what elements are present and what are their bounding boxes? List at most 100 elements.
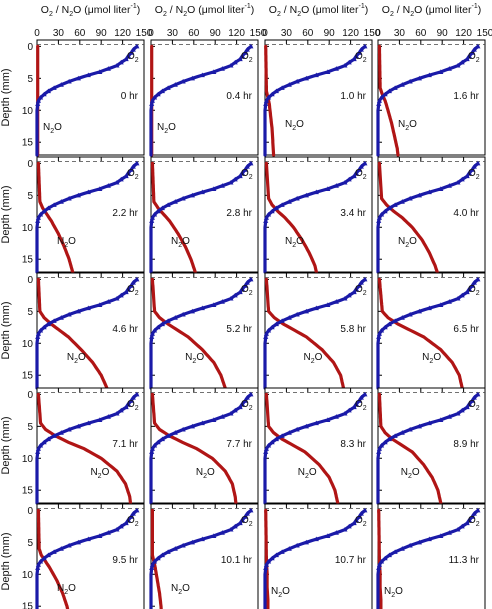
o2-marker	[294, 426, 300, 432]
o2-series-label: O2	[127, 168, 139, 181]
o2-marker	[294, 311, 300, 317]
o2-marker	[263, 446, 270, 451]
o2-marker	[85, 420, 91, 426]
y-axis-labels: Depth (mm) Depth (mm) Depth (mm) Depth (mm)…	[0, 68, 12, 590]
o2-marker	[35, 565, 41, 570]
o2-marker	[35, 446, 42, 451]
o2-marker	[263, 101, 269, 106]
o2-series-label: O2	[241, 284, 253, 297]
o2-marker	[455, 526, 461, 532]
n2o-series-label: N2O	[398, 119, 417, 132]
o2-marker	[356, 167, 362, 172]
o2-marker	[407, 195, 413, 201]
x-tick-label: 0	[375, 28, 381, 39]
n2o-profile-line	[36, 392, 132, 505]
y-tick-label: 5	[27, 307, 33, 318]
o2-marker	[155, 324, 161, 330]
y-tick-label: 15	[22, 138, 34, 149]
o2-marker	[118, 59, 124, 65]
o2-marker	[75, 308, 81, 314]
o2-marker	[407, 426, 413, 432]
y-tick-label: 0	[27, 42, 33, 53]
o2-marker	[114, 179, 120, 185]
o2-marker	[51, 433, 57, 438]
o2-marker	[211, 186, 217, 191]
o2-marker	[228, 526, 234, 532]
x-tick-label: 90	[210, 28, 222, 39]
o2-marker	[392, 549, 398, 554]
o2-marker	[459, 407, 465, 413]
o2-marker	[51, 318, 57, 323]
o2-marker	[66, 78, 72, 84]
o2-marker	[265, 94, 272, 100]
o2-marker	[471, 394, 477, 400]
o2-marker	[286, 430, 292, 435]
o2-marker	[75, 75, 81, 81]
y-axis-label-row-4: Depth (mm)	[0, 416, 12, 474]
y-axis-label-row-5: Depth (mm)	[0, 532, 12, 590]
n2o-profile-line	[150, 161, 197, 274]
o2-marker	[376, 565, 382, 570]
x-tick-label: 60	[188, 28, 200, 39]
o2-marker	[155, 439, 161, 445]
o2-marker	[313, 72, 319, 78]
o2-marker	[376, 215, 383, 220]
o2-marker	[446, 183, 452, 188]
o2-marker	[45, 552, 52, 558]
o2-marker	[151, 94, 158, 100]
o2-marker	[358, 163, 364, 169]
n2o-series-label: N2O	[157, 122, 176, 135]
n2o-profile-line	[264, 277, 346, 390]
o2-marker	[455, 179, 461, 185]
time-label: 10.1 hr	[221, 555, 253, 566]
o2-marker	[446, 530, 452, 535]
o2-marker	[123, 56, 129, 62]
o2-marker	[475, 43, 481, 49]
time-label: 4.0 hr	[453, 208, 479, 219]
o2-marker	[459, 292, 465, 298]
o2-marker	[356, 283, 362, 288]
o2-marker	[125, 286, 131, 291]
o2-marker	[151, 558, 158, 564]
o2-marker	[149, 218, 155, 223]
n2o-series-label: N2O	[285, 236, 304, 249]
o2-marker	[114, 62, 120, 68]
o2-marker	[35, 101, 41, 106]
o2-marker	[459, 523, 465, 529]
o2-marker	[346, 523, 352, 529]
o2-marker	[159, 436, 166, 442]
o2-marker	[313, 420, 319, 426]
o2-marker	[228, 410, 234, 416]
o2-marker	[248, 507, 254, 513]
o2-marker	[37, 211, 44, 217]
o2-marker	[232, 407, 238, 413]
o2-marker	[97, 302, 103, 307]
o2-marker	[219, 66, 225, 71]
o2-marker	[446, 66, 452, 71]
y-tick-label: 15	[22, 255, 34, 266]
o2-marker	[228, 295, 234, 301]
n2o-series-label: N2O	[422, 352, 441, 365]
o2-marker	[248, 276, 254, 282]
o2-marker	[378, 94, 385, 100]
o2-marker	[303, 75, 309, 81]
o2-marker	[105, 66, 111, 71]
o2-series-label: O2	[468, 284, 480, 297]
o2-marker	[97, 69, 103, 74]
panel-18: O2 10.1 hr N2O	[149, 503, 259, 609]
o2-marker	[35, 98, 42, 103]
o2-series-label: O2	[468, 51, 480, 64]
o2-marker	[269, 555, 275, 561]
o2-marker	[165, 318, 171, 323]
panel-9: 0 5 10 15 O2 4.6 hr N2O	[22, 272, 145, 390]
panel-17: 0 5 10 15 O2 9.5 hr N2O	[22, 503, 145, 609]
o2-marker	[376, 98, 383, 103]
panel-6: O2 2.8 hr N2O	[149, 156, 259, 274]
n2o-profile-line	[36, 277, 109, 390]
y-tick-label: 0	[27, 159, 33, 170]
o2-marker	[313, 536, 319, 542]
o2-marker	[392, 85, 398, 90]
o2-marker	[342, 410, 348, 416]
o2-marker	[244, 46, 250, 52]
n2o-profile-line	[264, 392, 340, 505]
